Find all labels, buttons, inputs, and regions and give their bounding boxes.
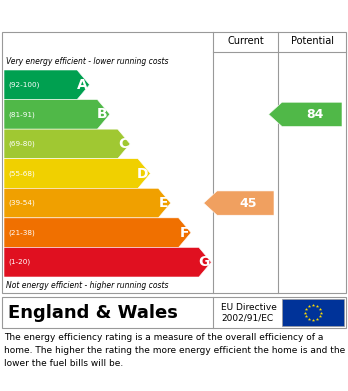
Text: 84: 84 <box>306 108 323 121</box>
Text: England & Wales: England & Wales <box>8 303 178 321</box>
Text: (69-80): (69-80) <box>8 141 35 147</box>
Text: D: D <box>137 167 148 181</box>
Text: Potential: Potential <box>292 36 334 46</box>
Polygon shape <box>4 100 110 129</box>
Text: The energy efficiency rating is a measure of the overall efficiency of a home. T: The energy efficiency rating is a measur… <box>4 333 345 368</box>
Polygon shape <box>269 102 342 126</box>
Bar <box>282 299 344 326</box>
Text: EU Directive: EU Directive <box>221 303 277 312</box>
Polygon shape <box>4 188 171 218</box>
Polygon shape <box>4 70 89 100</box>
Text: (39-54): (39-54) <box>8 200 35 206</box>
Text: (55-68): (55-68) <box>8 170 35 177</box>
Text: (92-100): (92-100) <box>8 82 39 88</box>
Text: (81-91): (81-91) <box>8 111 35 118</box>
Polygon shape <box>204 191 274 215</box>
Text: F: F <box>180 226 189 240</box>
Polygon shape <box>4 248 211 277</box>
Text: Energy Efficiency Rating: Energy Efficiency Rating <box>69 7 279 23</box>
Text: C: C <box>118 137 128 151</box>
Bar <box>2 297 346 328</box>
Text: A: A <box>77 78 87 92</box>
Polygon shape <box>4 159 150 188</box>
Text: 45: 45 <box>239 197 257 210</box>
Polygon shape <box>4 129 130 159</box>
Text: B: B <box>97 108 108 121</box>
Text: Not energy efficient - higher running costs: Not energy efficient - higher running co… <box>6 280 168 289</box>
Text: E: E <box>159 196 169 210</box>
Text: Current: Current <box>227 36 264 46</box>
Polygon shape <box>4 218 191 248</box>
Text: Very energy efficient - lower running costs: Very energy efficient - lower running co… <box>6 57 168 66</box>
Text: G: G <box>198 255 209 269</box>
Text: 2002/91/EC: 2002/91/EC <box>221 313 273 322</box>
Text: (21-38): (21-38) <box>8 230 35 236</box>
Text: (1-20): (1-20) <box>8 259 30 265</box>
